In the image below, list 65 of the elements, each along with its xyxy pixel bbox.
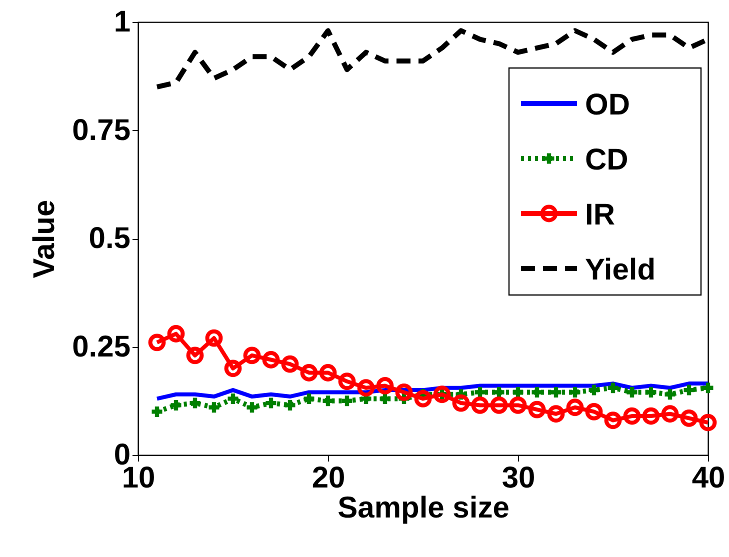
point xyxy=(284,400,296,410)
point xyxy=(626,386,638,398)
point xyxy=(152,406,162,417)
x-axis-title: Sample size xyxy=(338,492,510,524)
point xyxy=(566,398,584,416)
point xyxy=(338,372,356,390)
legend-label: CD xyxy=(585,144,628,176)
point xyxy=(702,382,714,394)
point xyxy=(608,382,618,394)
point xyxy=(664,389,676,400)
y-tick-label: 0.75 xyxy=(72,114,130,147)
point xyxy=(642,407,660,425)
point xyxy=(512,386,524,398)
point xyxy=(528,400,546,418)
point xyxy=(680,410,698,427)
point xyxy=(474,386,486,398)
point xyxy=(490,396,508,414)
x-tick-label: 30 xyxy=(502,462,536,494)
point xyxy=(588,384,600,396)
point xyxy=(266,398,276,408)
point xyxy=(167,325,185,342)
point xyxy=(262,351,280,368)
point xyxy=(322,396,334,406)
y-tick-label: 0.25 xyxy=(72,330,130,364)
point xyxy=(661,405,679,423)
point xyxy=(357,379,375,397)
legend-label: OD xyxy=(585,88,630,122)
point xyxy=(585,403,603,420)
point xyxy=(190,398,200,408)
point xyxy=(550,386,562,398)
point xyxy=(281,355,299,373)
point xyxy=(304,393,314,404)
x-tick-label: 40 xyxy=(692,462,726,494)
point xyxy=(243,346,261,364)
legend-label: IR xyxy=(585,198,616,232)
point xyxy=(547,405,565,423)
point xyxy=(604,412,622,430)
legend-label: Yield xyxy=(585,254,656,286)
y-tick-label: 0.5 xyxy=(88,222,130,255)
point xyxy=(208,402,220,413)
point xyxy=(532,386,542,398)
point xyxy=(471,396,489,414)
point xyxy=(186,346,204,364)
point xyxy=(246,402,258,413)
point xyxy=(342,396,352,406)
point xyxy=(148,334,166,352)
point xyxy=(684,384,694,396)
point xyxy=(699,414,717,432)
y-tick-label: 1 xyxy=(114,6,130,38)
point xyxy=(376,377,394,394)
point xyxy=(319,364,337,382)
point xyxy=(205,329,223,347)
point xyxy=(414,390,432,408)
y-axis-title: Value xyxy=(28,200,62,278)
point xyxy=(509,396,527,414)
point xyxy=(170,400,182,410)
point xyxy=(228,393,238,404)
point xyxy=(300,364,318,382)
point xyxy=(433,386,451,404)
point xyxy=(395,384,413,401)
point xyxy=(623,407,641,425)
x-tick-label: 20 xyxy=(312,462,346,494)
point xyxy=(452,394,470,412)
point xyxy=(224,360,242,378)
point xyxy=(494,386,504,398)
